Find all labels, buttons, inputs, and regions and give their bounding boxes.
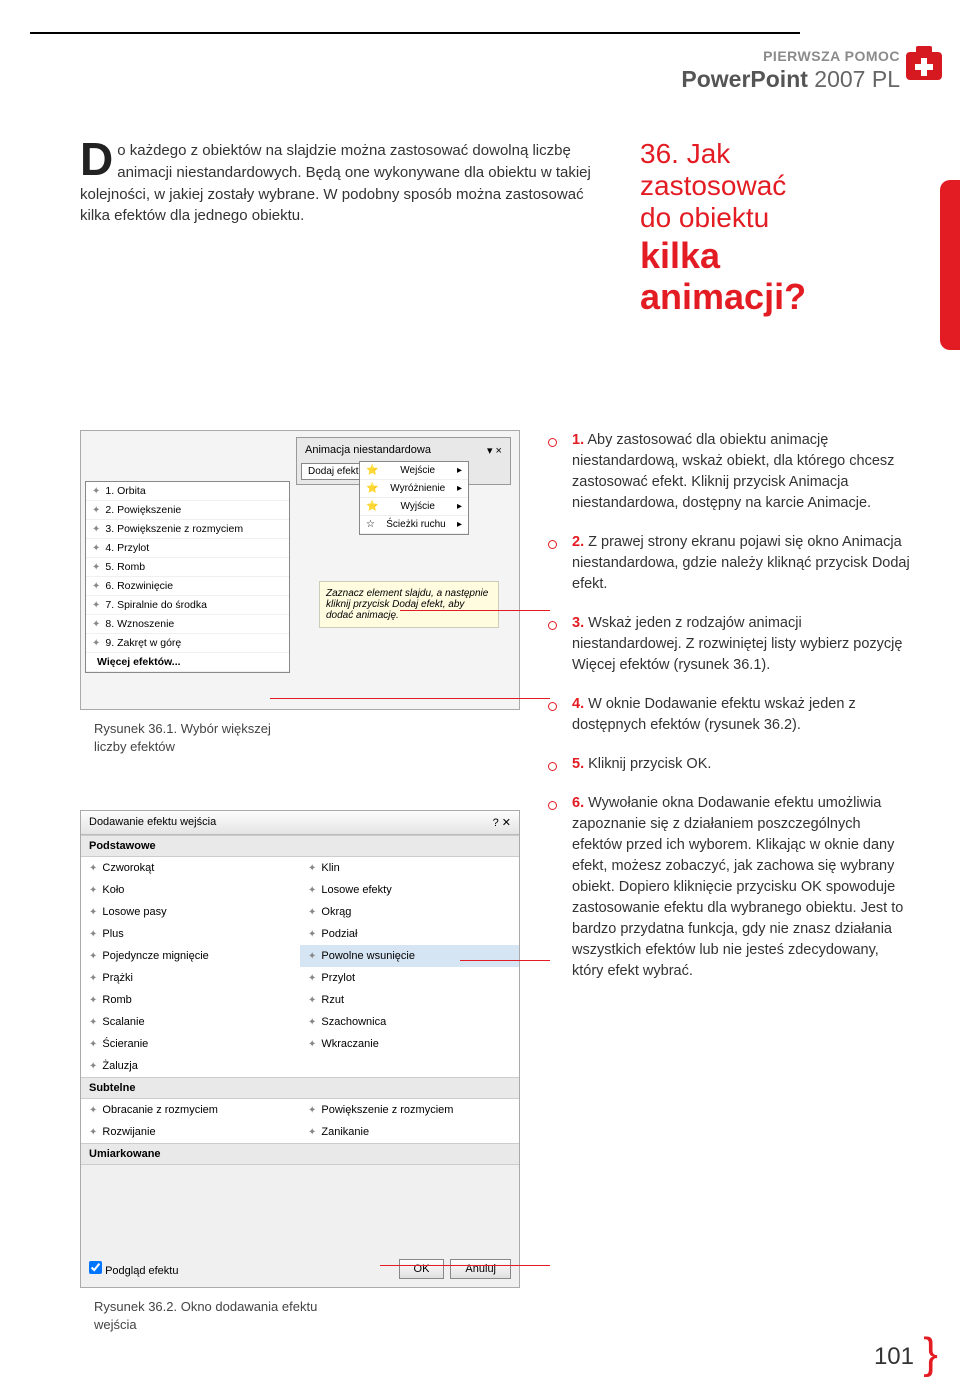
step-4: 4. W oknie Dodawanie efektu wskaż jeden … xyxy=(570,694,910,736)
menu-item[interactable]: ☆Ścieżki ruchu▸ xyxy=(360,516,468,534)
effect-cell-highlighted[interactable]: ✦Powolne wsunięcie xyxy=(300,945,519,967)
effect-cell[interactable]: ✦Szachownica xyxy=(300,1011,519,1033)
effect-cell[interactable]: ✦Plus xyxy=(81,923,300,945)
preview-checkbox[interactable]: Podgląd efektu xyxy=(89,1261,178,1277)
menu-item[interactable]: ⭐Wejście▸ xyxy=(360,462,468,480)
effects-grid: ✦Czworokąt ✦Klin ✦Koło ✦Losowe efekty ✦L… xyxy=(81,857,519,1077)
step-1: 1. Aby zastosować dla obiektu animację n… xyxy=(570,430,910,514)
effect-cell[interactable]: ✦Rozwijanie xyxy=(81,1121,300,1143)
list-item[interactable]: ✦8. Wznoszenie xyxy=(86,615,289,634)
top-rule xyxy=(30,32,800,34)
effect-cell[interactable]: ✦Zanikanie xyxy=(300,1121,519,1143)
steps-list: 1. Aby zastosować dla obiektu animację n… xyxy=(570,430,910,1000)
list-item[interactable]: ✦9. Zakręt w górę xyxy=(86,634,289,653)
connector-line xyxy=(400,610,550,611)
section-subtle: Subtelne xyxy=(81,1077,519,1099)
effect-cell[interactable]: ✦Prążki xyxy=(81,967,300,989)
ok-button[interactable]: OK xyxy=(399,1259,445,1279)
list-item[interactable]: ✦7. Spiralnie do środka xyxy=(86,596,289,615)
connector-line xyxy=(380,1265,550,1266)
effect-cell[interactable]: ✦Przylot xyxy=(300,967,519,989)
figure-1-caption: Rysunek 36.1. Wybór większej liczby efek… xyxy=(94,720,294,755)
section-title: 36. Jak zastosować do obiektu kilka anim… xyxy=(640,138,900,317)
effect-cell[interactable]: ✦Losowe pasy xyxy=(81,901,300,923)
effect-cell[interactable]: ✦Wkraczanie xyxy=(300,1033,519,1055)
dialog-title: Dodawanie efektu wejścia? ✕ xyxy=(81,811,519,835)
step-2: 2. Z prawej strony ekranu pojawi się okn… xyxy=(570,532,910,595)
figure-1: Animacja niestandardowa▾ × Dodaj efekt ▾… xyxy=(80,430,520,710)
figure-2-caption: Rysunek 36.2. Okno dodawania efektu wejś… xyxy=(94,1298,334,1333)
effect-cell[interactable]: ✦Czworokąt xyxy=(81,857,300,879)
brand-tagline: PIERWSZA POMOC xyxy=(681,48,900,64)
effect-cell[interactable]: ✦Ścieranie xyxy=(81,1033,300,1055)
section-moderate: Umiarkowane xyxy=(81,1143,519,1165)
step-5: 5. Kliknij przycisk OK. xyxy=(570,754,910,775)
side-red-tab xyxy=(940,180,960,350)
page-brace: } xyxy=(923,1329,938,1379)
effect-cell[interactable]: ✦Klin xyxy=(300,857,519,879)
cancel-button[interactable]: Anuluj xyxy=(450,1259,511,1279)
header-brand: PIERWSZA POMOC PowerPoint 2007 PL xyxy=(681,48,900,93)
effect-cell[interactable]: ✦Romb xyxy=(81,989,300,1011)
product-name: PowerPoint 2007 PL xyxy=(681,66,900,93)
effect-cell[interactable]: ✦Obracanie z rozmyciem xyxy=(81,1099,300,1121)
connector-line xyxy=(270,698,550,699)
list-item[interactable]: ✦1. Orbita xyxy=(86,482,289,501)
intro-text: o każdego z obiektów na slajdzie można z… xyxy=(80,142,591,224)
step-3: 3. Wskaż jeden z rodzajów animacji niest… xyxy=(570,613,910,676)
effect-type-menu: ⭐Wejście▸ ⭐Wyróżnienie▸ ⭐Wyjście▸ ☆Ścież… xyxy=(359,461,469,535)
hint-tooltip: Zaznacz element slajdu, a następnie klik… xyxy=(319,581,499,628)
connector-line xyxy=(460,960,550,961)
effect-cell[interactable]: ✦Żaluzja xyxy=(81,1055,300,1077)
list-item[interactable]: ✦2. Powiększenie xyxy=(86,501,289,520)
more-effects-item[interactable]: Więcej efektów... xyxy=(86,653,289,672)
effect-cell[interactable]: ✦Pojedyncze mignięcie xyxy=(81,945,300,967)
effect-cell[interactable]: ✦Losowe efekty xyxy=(300,879,519,901)
effect-cell[interactable]: ✦Rzut xyxy=(300,989,519,1011)
list-item[interactable]: ✦4. Przylot xyxy=(86,539,289,558)
first-aid-icon xyxy=(902,40,946,84)
effect-cell[interactable]: ✦Powiększenie z rozmyciem xyxy=(300,1099,519,1121)
page-number: 101 xyxy=(874,1343,914,1371)
effect-cell[interactable]: ✦Koło xyxy=(81,879,300,901)
list-item[interactable]: ✦5. Romb xyxy=(86,558,289,577)
panel-title: Animacja niestandardowa▾ × xyxy=(301,442,506,459)
dialog-footer: Podgląd efektu OK Anuluj xyxy=(89,1259,511,1279)
menu-item[interactable]: ⭐Wyjście▸ xyxy=(360,498,468,516)
list-item[interactable]: ✦3. Powiększenie z rozmyciem xyxy=(86,520,289,539)
menu-item[interactable]: ⭐Wyróżnienie▸ xyxy=(360,480,468,498)
section-basic: Podstawowe xyxy=(81,835,519,857)
step-6: 6. Wywołanie okna Dodawanie efektu umożl… xyxy=(570,793,910,982)
list-item[interactable]: ✦6. Rozwinięcie xyxy=(86,577,289,596)
drop-cap: D xyxy=(80,140,117,178)
effect-cell[interactable]: ✦Scalanie xyxy=(81,1011,300,1033)
effect-cell xyxy=(300,1055,519,1077)
figure-2: Dodawanie efektu wejścia? ✕ Podstawowe ✦… xyxy=(80,810,520,1288)
effects-submenu: ✦1. Orbita ✦2. Powiększenie ✦3. Powiększ… xyxy=(85,481,290,673)
section-number: 36. xyxy=(640,138,679,169)
effect-cell[interactable]: ✦Podział xyxy=(300,923,519,945)
intro-paragraph: D o każdego z obiektów na slajdzie można… xyxy=(80,140,600,227)
effect-cell[interactable]: ✦Okrąg xyxy=(300,901,519,923)
